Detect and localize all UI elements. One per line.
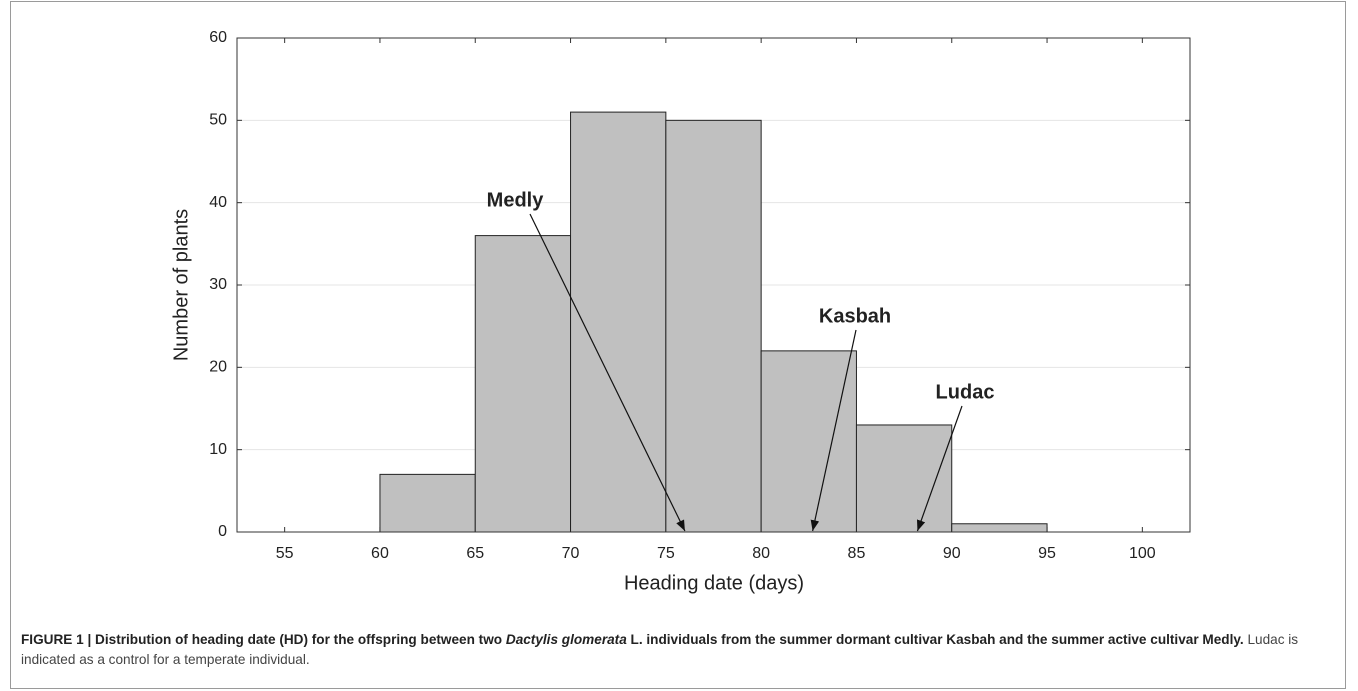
x-tick-label: 100: [1129, 545, 1156, 562]
bar: [570, 111, 667, 533]
x-tick-label: 75: [657, 545, 675, 562]
x-tick-label: 70: [562, 545, 580, 562]
y-axis-label: Number of plants: [170, 209, 192, 361]
x-tick-label: 55: [276, 545, 294, 562]
x-tick-label: 65: [466, 545, 484, 562]
y-tick-label: 60: [209, 29, 227, 46]
x-axis-label: Heading date (days): [624, 572, 804, 594]
annotation-label: Ludac: [936, 381, 995, 403]
y-tick-label: 40: [209, 194, 227, 211]
caption-note: Ludac is indicated as a control for a te…: [21, 632, 1299, 667]
bar: [951, 523, 1048, 533]
x-tick-label: 80: [752, 545, 770, 562]
bar: [760, 350, 857, 533]
bar: [855, 424, 953, 533]
annotation-label: Kasbah: [819, 305, 891, 327]
annotation-arrow: [810, 329, 857, 532]
bar: [665, 119, 762, 533]
y-tick-label: 50: [209, 112, 227, 129]
caption-species: Dactylis glomerata: [505, 632, 627, 647]
y-tick-label: 10: [209, 441, 227, 458]
frame: [10, 1, 1346, 689]
annotation-label: Medly: [487, 189, 545, 211]
x-tick-label: 95: [1038, 545, 1056, 562]
bar: [474, 235, 572, 533]
annotation-arrow: [529, 213, 686, 532]
y-tick-label: 0: [218, 523, 227, 540]
x-tick-label: 90: [943, 545, 961, 562]
x-tick-label: 60: [371, 545, 389, 562]
x-tick-label: 85: [848, 545, 866, 562]
caption: FIGURE 1 | Distribution of heading date …: [21, 630, 1346, 670]
chart: Heading date (days) Number of plants 0 10…: [170, 29, 1191, 594]
caption-text: FIGURE 1 | Distribution of heading date …: [21, 632, 506, 647]
plot-frame: [236, 37, 1191, 533]
y-tick-label: 20: [209, 359, 227, 376]
caption-text: L. individuals from the summer dormant c…: [626, 632, 1244, 647]
annotation-arrow: [916, 405, 963, 532]
y-tick-label: 30: [209, 276, 227, 293]
bar: [379, 473, 476, 533]
